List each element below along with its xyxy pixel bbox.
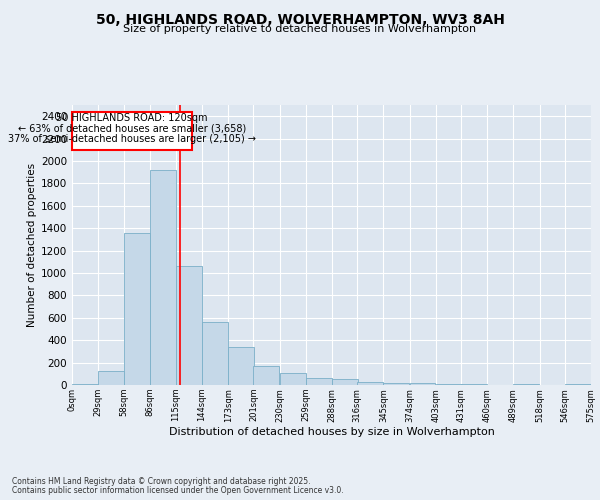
Bar xyxy=(436,384,461,385)
Bar xyxy=(72,384,98,385)
X-axis label: Distribution of detached houses by size in Wolverhampton: Distribution of detached houses by size … xyxy=(169,427,494,437)
Bar xyxy=(332,379,358,385)
Bar xyxy=(228,348,254,385)
Text: ← 63% of detached houses are smaller (3,658): ← 63% of detached houses are smaller (3,… xyxy=(18,123,246,133)
Bar xyxy=(280,373,305,385)
Bar xyxy=(357,382,383,385)
Bar xyxy=(98,371,124,385)
Bar xyxy=(410,383,436,385)
Bar xyxy=(383,383,409,385)
Bar xyxy=(124,232,150,385)
Bar xyxy=(565,384,591,385)
Text: Contains HM Land Registry data © Crown copyright and database right 2025.: Contains HM Land Registry data © Crown c… xyxy=(12,477,311,486)
Bar xyxy=(306,378,332,385)
Y-axis label: Number of detached properties: Number of detached properties xyxy=(27,163,37,327)
Text: Size of property relative to detached houses in Wolverhampton: Size of property relative to detached ho… xyxy=(124,24,476,34)
Text: 37% of semi-detached houses are larger (2,105) →: 37% of semi-detached houses are larger (… xyxy=(8,134,256,144)
Text: 50, HIGHLANDS ROAD, WOLVERHAMPTON, WV3 8AH: 50, HIGHLANDS ROAD, WOLVERHAMPTON, WV3 8… xyxy=(95,12,505,26)
Bar xyxy=(461,384,487,385)
Bar xyxy=(176,266,202,385)
Text: 50 HIGHLANDS ROAD: 120sqm: 50 HIGHLANDS ROAD: 120sqm xyxy=(56,112,208,122)
Bar xyxy=(202,322,228,385)
Bar xyxy=(514,384,539,385)
Bar xyxy=(253,366,280,385)
Text: Contains public sector information licensed under the Open Government Licence v3: Contains public sector information licen… xyxy=(12,486,344,495)
Bar xyxy=(149,170,176,385)
